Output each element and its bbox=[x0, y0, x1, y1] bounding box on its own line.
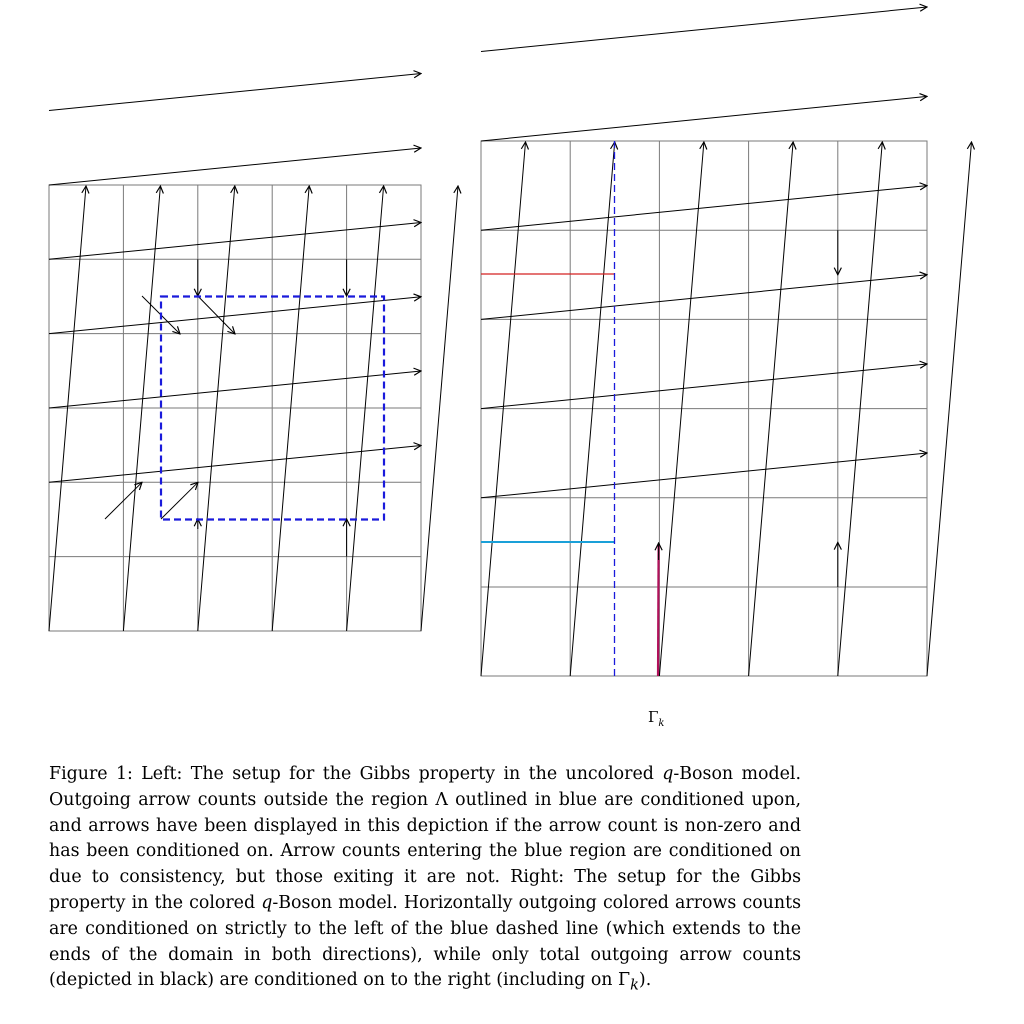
right-horizontal-arrows bbox=[480, 7, 927, 499]
left-panel bbox=[48, 74, 458, 632]
region-lambda-outline bbox=[159, 295, 386, 521]
figure-diagram bbox=[48, 0, 1024, 677]
right-panel bbox=[480, 7, 972, 677]
left-horizontal-arrows bbox=[48, 74, 421, 483]
left-entering-arrows bbox=[104, 259, 347, 557]
right-steep-arrows bbox=[480, 142, 972, 677]
magenta-colored-path bbox=[658, 142, 704, 677]
figure-caption: Figure 1: Left: The setup for the Gibbs … bbox=[49, 764, 801, 994]
left-steep-arrows bbox=[48, 186, 458, 632]
caption-figure-label: Figure 1: bbox=[49, 764, 133, 784]
gamma-k-label: Γk bbox=[648, 708, 665, 729]
